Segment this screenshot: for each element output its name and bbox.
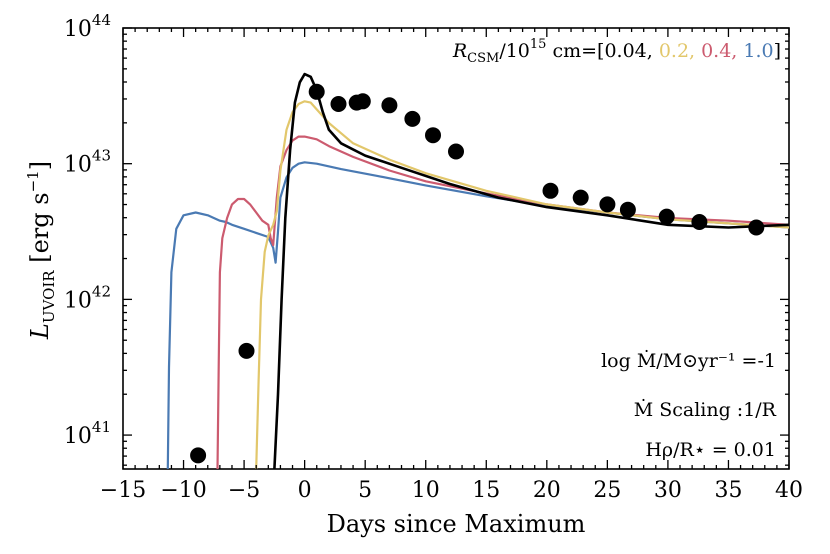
- observation-layer: [190, 83, 765, 464]
- x-tick-label: 5: [358, 478, 372, 503]
- observation-point: [542, 182, 559, 199]
- x-tick-label: −15: [100, 478, 146, 503]
- x-tick-label: 15: [472, 478, 500, 503]
- tick-layer: [122, 27, 790, 469]
- annotation-mdot: log Ṁ/M⊙yr⁻¹ =-1: [601, 349, 776, 372]
- legend-entry-0.04: 0.04,: [604, 40, 652, 62]
- observation-point: [448, 143, 464, 160]
- observation-point: [238, 342, 255, 359]
- series-line-0.04: [273, 72, 790, 470]
- y-axis-label-sub: UVOIR: [40, 270, 58, 323]
- y-tick-label: 1044: [64, 11, 111, 42]
- x-tick-label: 0: [298, 478, 312, 503]
- observation-point: [658, 208, 675, 225]
- x-tick-label: 40: [775, 478, 803, 503]
- observation-point: [354, 93, 371, 110]
- y-axis-label-units-exp: −1: [24, 170, 42, 192]
- observation-point: [691, 214, 708, 230]
- observation-point: [425, 127, 441, 144]
- y-tick-labels: 1041 1042 1043 1044: [64, 11, 111, 449]
- observation-point: [748, 219, 765, 236]
- x-tick-label: 20: [533, 478, 561, 503]
- x-tick-label: −5: [228, 478, 260, 503]
- legend: RCSM/1015 cm=[0.04, 0.2, 0.4, 1.0]: [452, 37, 781, 66]
- legend-entry-1.0: 1.0: [743, 40, 773, 62]
- observation-point: [330, 96, 347, 112]
- observation-point: [572, 189, 589, 206]
- y-tick-label: 1042: [64, 282, 111, 313]
- x-tick-label: 35: [714, 478, 742, 503]
- observation-point: [404, 110, 421, 127]
- y-axis-label: LUVOIR [erg s−1]: [24, 161, 58, 340]
- legend-entry-0.4: 0.4,: [701, 40, 737, 62]
- legend-prefix-mid: /10: [499, 40, 530, 62]
- observation-point: [308, 83, 325, 100]
- annotation-hrho: Hρ/R⋆ = 0.01: [645, 439, 776, 461]
- y-axis-label-base: L: [26, 323, 54, 340]
- plot-frame: [122, 27, 790, 470]
- annotation-scaling: Ṁ Scaling :1/R: [634, 398, 777, 421]
- legend-prefix-sub: CSM: [467, 51, 499, 66]
- observation-point: [190, 447, 207, 464]
- series-line-0.2: [255, 100, 790, 470]
- series-layer: [166, 72, 790, 470]
- y-axis-label-units-close: ]: [26, 161, 54, 170]
- y-tick-label: 1041: [64, 418, 111, 449]
- x-axis-label: Days since Maximum: [327, 510, 586, 538]
- legend-prefix-r: R: [452, 40, 467, 62]
- legend-entry-0.2: 0.2,: [659, 40, 695, 62]
- legend-suffix: ]: [774, 40, 781, 62]
- observation-point: [381, 97, 398, 114]
- x-tick-label: 25: [593, 478, 621, 503]
- x-tick-label: 30: [654, 478, 682, 503]
- x-tick-labels: −15 −10 −5 0 5 10 15 20 25 30 35 40: [100, 478, 803, 503]
- x-tick-label: −10: [160, 478, 206, 503]
- legend-prefix-exp: 15: [530, 37, 547, 52]
- observation-point: [619, 201, 636, 218]
- y-tick-label: 1043: [64, 147, 111, 178]
- legend-prefix-end: cm=[: [546, 40, 604, 62]
- observation-point: [599, 196, 616, 213]
- x-tick-label: 10: [412, 478, 440, 503]
- series-line-1.0: [166, 161, 790, 470]
- y-axis-label-units: [erg s: [26, 192, 54, 270]
